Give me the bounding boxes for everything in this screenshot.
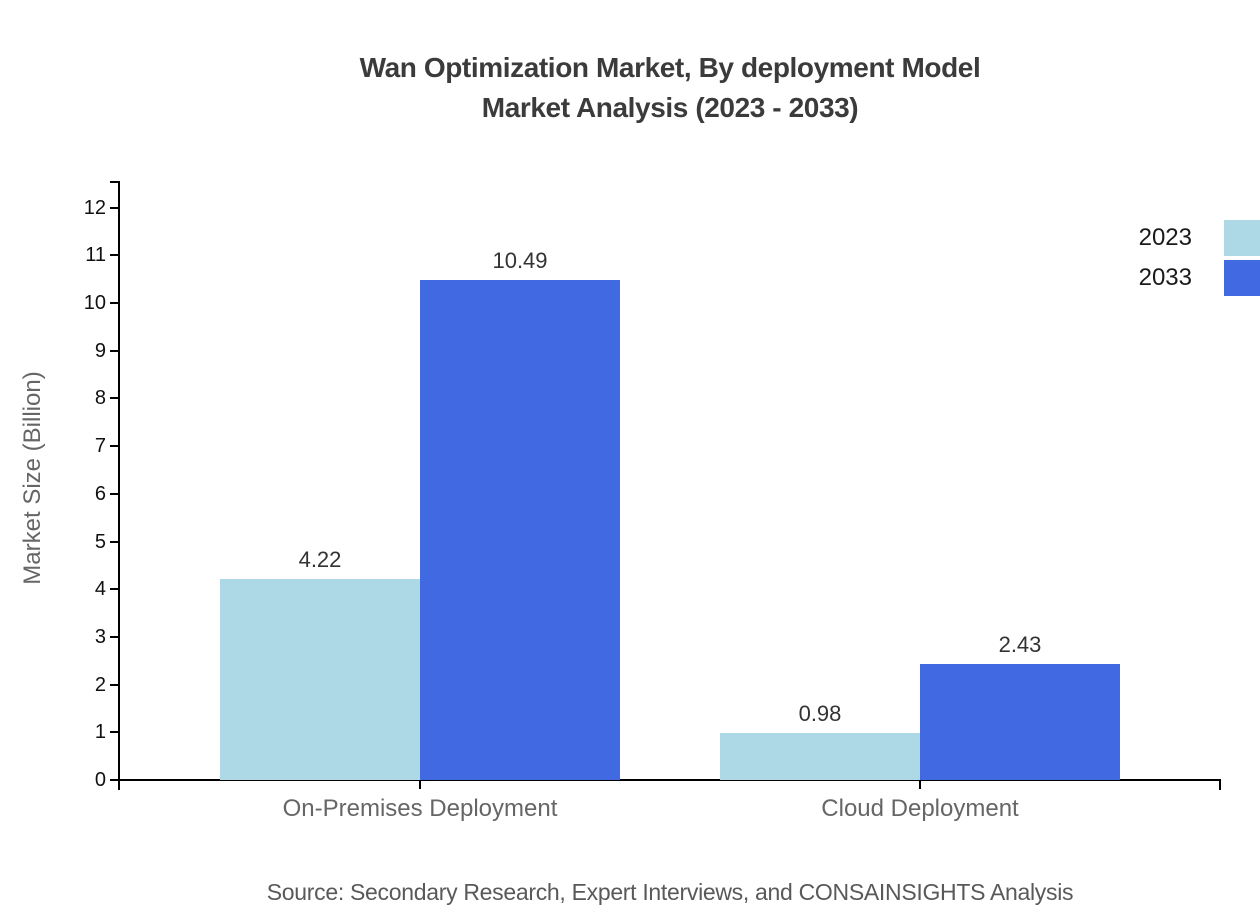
y-axis-top-outer-tick — [110, 181, 118, 183]
y-tick-1 — [110, 731, 118, 734]
bar-cloud-deployment-2023 — [720, 733, 920, 780]
y-tick-11 — [110, 254, 118, 257]
y-tick-label-8: 8 — [94, 387, 106, 410]
y-tick-label-5: 5 — [94, 530, 106, 553]
x-category-label-cloud-deployment: Cloud Deployment — [821, 795, 1019, 822]
y-tick-3 — [110, 635, 118, 638]
y-tick-label-9: 9 — [94, 339, 106, 362]
bar-value-label-cloud-deployment-2023: 0.98 — [798, 701, 842, 727]
chart-title-line-2: Market Analysis (2023 - 2033) — [481, 92, 859, 123]
bar-value-label-cloud-deployment-2033: 2.43 — [998, 632, 1042, 658]
bar-value-label-on-premises-deployment-2023: 4.22 — [298, 546, 342, 572]
x-tick-on-premises-deployment — [419, 781, 421, 789]
y-tick-label-0: 0 — [94, 769, 106, 791]
y-tick-label-2: 2 — [94, 673, 106, 696]
y-tick-9 — [110, 349, 118, 352]
y-tick-12 — [110, 206, 118, 209]
y-tick-8 — [110, 397, 118, 400]
y-tick-2 — [110, 683, 118, 686]
y-tick-5 — [110, 540, 118, 543]
x-axis-right-outer-tick — [1219, 779, 1221, 790]
y-tick-label-10: 10 — [83, 292, 106, 314]
y-tick-label-6: 6 — [94, 482, 106, 505]
y-tick-label-12: 12 — [83, 196, 106, 219]
legend-swatch-2033 — [1224, 260, 1260, 296]
bar-cloud-deployment-2033 — [920, 664, 1120, 780]
y-tick-10 — [110, 302, 118, 304]
legend-swatch-2023 — [1224, 220, 1260, 256]
y-tick-label-11: 11 — [85, 244, 106, 267]
y-tick-label-4: 4 — [94, 578, 106, 601]
legend-label-2033: 2033 — [1138, 264, 1192, 291]
y-tick-7 — [110, 445, 118, 448]
y-tick-label-3: 3 — [94, 625, 106, 648]
source-attribution: Source: Secondary Research, Expert Inter… — [266, 879, 1074, 905]
bar-value-label-on-premises-deployment-2033: 10.49 — [492, 247, 548, 273]
chart-title-line-1: Wan Optimization Market, By deployment M… — [359, 52, 981, 83]
chart-title: Wan Optimization Market, By deployment M… — [120, 48, 1220, 128]
bar-on-premises-deployment-2023 — [220, 578, 420, 780]
y-tick-6 — [110, 492, 118, 495]
x-axis-line — [118, 779, 1221, 781]
y-tick-label-7: 7 — [94, 435, 106, 458]
y-tick-0 — [110, 779, 118, 781]
bar-on-premises-deployment-2033 — [420, 279, 620, 780]
y-tick-label-1: 1 — [94, 721, 106, 744]
legend-label-2023: 2023 — [1138, 224, 1192, 251]
y-axis-line — [118, 181, 120, 790]
x-tick-cloud-deployment — [919, 781, 921, 789]
y-tick-4 — [110, 588, 118, 591]
x-category-label-on-premises-deployment: On-Premises Deployment — [282, 795, 558, 822]
